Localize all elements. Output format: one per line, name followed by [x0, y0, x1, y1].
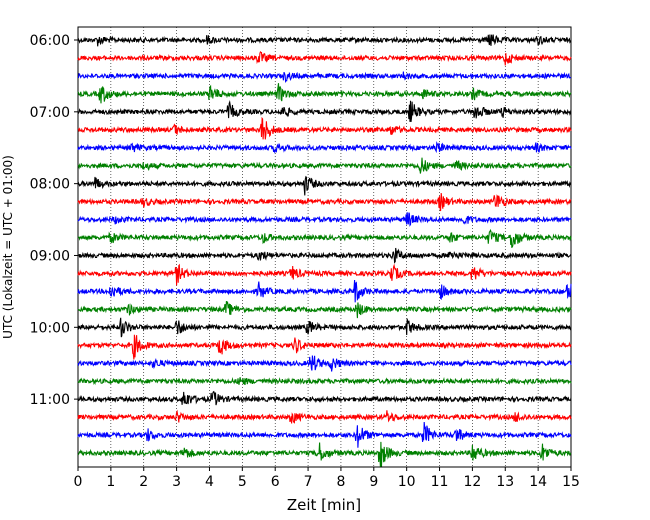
trace-0700	[77, 100, 572, 122]
plot-area	[77, 26, 572, 468]
y-tick-label: 11:00	[30, 392, 70, 408]
x-tick-label: 6	[271, 474, 280, 490]
x-axis-label: Zeit [min]	[287, 496, 361, 514]
y-tick-label: 08:00	[30, 177, 70, 193]
trace-0815	[77, 192, 572, 212]
x-tick-label: 0	[74, 474, 83, 490]
x-tick-label: 2	[139, 474, 148, 490]
y-tick-label: 10:00	[30, 320, 70, 336]
x-tick-label: 9	[369, 474, 378, 490]
trace-1000	[77, 317, 572, 338]
x-tick-label: 13	[496, 474, 514, 490]
x-tick-label: 1	[106, 474, 115, 490]
trace-0830	[77, 212, 572, 227]
x-tick-label: 7	[304, 474, 313, 490]
trace-0745	[77, 157, 572, 174]
trace-1115	[77, 409, 572, 424]
x-tick-label: 14	[529, 474, 547, 490]
trace-0715	[77, 116, 572, 140]
y-tick-label: 09:00	[30, 248, 70, 264]
trace-0945	[77, 301, 572, 319]
y-axis: 06:00 07:00 08:00 09:00 10:00 11:00	[30, 33, 78, 408]
trace-0730	[77, 140, 572, 154]
x-tick-label: 12	[463, 474, 481, 490]
trace-0915	[77, 263, 572, 286]
x-tick-label: 3	[172, 474, 181, 490]
x-tick-label: 10	[398, 474, 416, 490]
x-tick-label: 11	[431, 474, 449, 490]
x-tick-label: 4	[205, 474, 214, 490]
trace-1100	[77, 390, 572, 406]
trace-1145	[77, 441, 572, 467]
trace-0800	[77, 175, 572, 196]
trace-0600	[77, 34, 572, 47]
y-tick-label: 06:00	[30, 33, 70, 49]
trace-1015	[77, 334, 572, 360]
trace-0645	[77, 83, 572, 104]
y-tick-label: 07:00	[30, 105, 70, 121]
trace-0900	[77, 247, 572, 264]
x-tick-label: 8	[336, 474, 345, 490]
plot-frame	[77, 26, 572, 468]
x-tick-label: 15	[562, 474, 580, 490]
y-axis-label: UTC (Lokalzeit = UTC + 01:00)	[1, 155, 15, 339]
x-axis: 0 1 2 3 4 5 6 7 8 9 10 11 12 13 14 15	[74, 467, 580, 490]
seismic-traces	[77, 34, 572, 467]
trace-1045	[77, 377, 572, 386]
trace-0615	[77, 50, 572, 66]
trace-0630	[77, 71, 572, 83]
trace-0930	[77, 279, 572, 303]
x-tick-label: 5	[238, 474, 247, 490]
trace-1030	[77, 355, 572, 372]
trace-0845	[77, 228, 572, 248]
trace-1130	[77, 421, 572, 448]
